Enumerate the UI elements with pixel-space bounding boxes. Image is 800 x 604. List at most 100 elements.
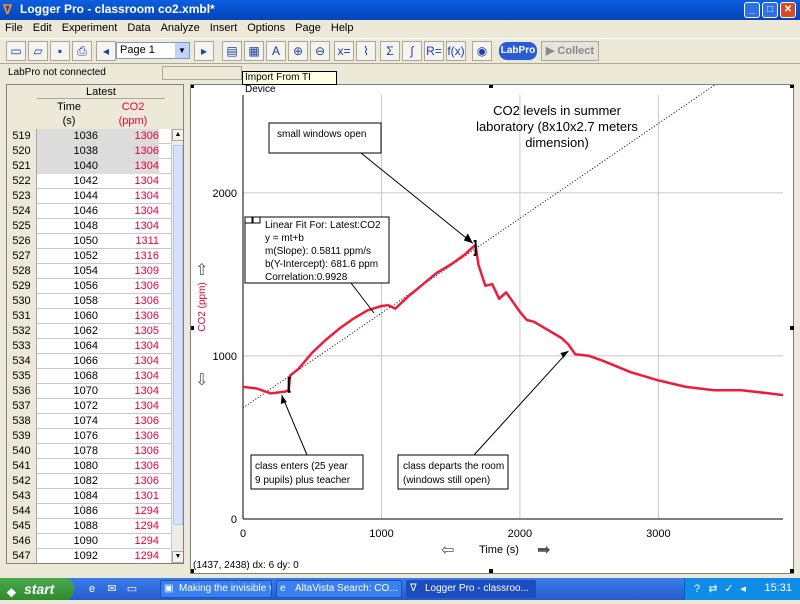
time-cell[interactable]: 1040: [37, 159, 101, 174]
table-row[interactable]: 533 1064 1304: [7, 339, 171, 354]
co2-cell[interactable]: 1304: [134, 370, 159, 382]
integral-icon[interactable]: ∫: [402, 41, 422, 61]
time-cell[interactable]: 1048: [73, 220, 98, 232]
co2-cell[interactable]: 1306: [134, 445, 159, 457]
email-icon[interactable]: ✉: [107, 583, 117, 595]
scroll-left-arrow-icon[interactable]: ⇦: [441, 540, 454, 559]
page-select[interactable]: Page 1 ▼: [116, 42, 190, 59]
scroll-down-icon[interactable]: ▼: [172, 551, 183, 563]
time-cell[interactable]: 1066: [73, 355, 98, 367]
table-row[interactable]: 536 1070 1304: [7, 384, 171, 399]
table-row[interactable]: 539 1076 1306: [7, 429, 171, 444]
graph-panel[interactable]: 0 1000 2000 3000 0 1000 2000 CO2 (ppm) Time (s) ⇦…: [190, 78, 795, 575]
text-annotation-icon[interactable]: A: [266, 41, 286, 61]
time-cell[interactable]: 1082: [73, 475, 98, 487]
co2-cell[interactable]: 1304: [134, 340, 159, 352]
resize-handle[interactable]: [489, 569, 493, 573]
co2-cell[interactable]: 1304: [101, 159, 159, 174]
table-row[interactable]: 522 1042 1304: [7, 174, 171, 189]
co2-cell[interactable]: 1306: [134, 475, 159, 487]
taskbar-task-logger-pro[interactable]: ᐁ Logger Pro - classroo...: [406, 580, 536, 598]
data-browser-icon[interactable]: ▦: [244, 41, 264, 61]
co2-cell[interactable]: 1294: [134, 520, 159, 532]
shield-icon[interactable]: ✓: [724, 583, 734, 595]
table-scrollbar[interactable]: ▲ ▼: [171, 129, 183, 563]
time-cell[interactable]: 1076: [73, 430, 98, 442]
co2-cell[interactable]: 1306: [134, 280, 159, 292]
close-button[interactable]: ✕: [780, 2, 796, 18]
fit-box-close-icon[interactable]: [244, 216, 253, 224]
time-cell[interactable]: 1060: [73, 310, 98, 322]
co2-cell[interactable]: 1316: [134, 250, 159, 262]
time-cell[interactable]: 1068: [73, 370, 98, 382]
table-row[interactable]: 530 1058 1306: [7, 294, 171, 309]
table-group-header[interactable]: Latest: [37, 86, 165, 99]
page-forward-icon[interactable]: ▸: [194, 41, 214, 61]
time-cell[interactable]: 1046: [73, 205, 98, 217]
examine-icon[interactable]: x=: [334, 41, 354, 61]
co2-cell[interactable]: 1304: [134, 400, 159, 412]
time-cell[interactable]: 1080: [73, 460, 98, 472]
co2-cell[interactable]: 1304: [134, 175, 159, 187]
time-cell[interactable]: 1044: [73, 190, 98, 202]
co2-graph[interactable]: 0 1000 2000 3000 0 1000 2000 CO2 (ppm) Time (s) ⇦…: [190, 78, 795, 575]
page-nav-icon[interactable]: ◂: [96, 41, 116, 61]
menu-data[interactable]: Data: [127, 22, 151, 34]
time-cell[interactable]: 1086: [73, 505, 98, 517]
open-file-icon[interactable]: ▱: [28, 41, 48, 61]
co2-cell[interactable]: 1306: [134, 295, 159, 307]
resize-handle[interactable]: [790, 326, 794, 330]
time-cell[interactable]: 1092: [73, 550, 98, 562]
co2-cell[interactable]: 1294: [134, 550, 159, 562]
time-cell[interactable]: 1050: [73, 235, 98, 247]
resize-handle[interactable]: [790, 569, 794, 573]
menu-help[interactable]: Help: [330, 22, 354, 34]
co2-cell[interactable]: 1304: [134, 220, 159, 232]
print-icon[interactable]: ⎙: [72, 41, 92, 61]
co2-cell[interactable]: 1294: [134, 505, 159, 517]
maximize-button[interactable]: □: [762, 2, 778, 18]
table-row[interactable]: 528 1054 1309: [7, 264, 171, 279]
annotation-departs-box[interactable]: [397, 454, 509, 490]
co2-cell[interactable]: 1304: [134, 205, 159, 217]
co2-cell[interactable]: 1304: [134, 355, 159, 367]
co2-cell[interactable]: 1306: [134, 415, 159, 427]
table-row[interactable]: 546 1090 1294: [7, 534, 171, 549]
co2-column-header[interactable]: CO2 (ppm): [101, 100, 165, 128]
save-icon[interactable]: ▪: [50, 41, 70, 61]
resize-handle[interactable]: [489, 84, 493, 88]
time-cell[interactable]: 1078: [73, 445, 98, 457]
table-row[interactable]: 531 1060 1306: [7, 309, 171, 324]
internet-explorer-icon[interactable]: e: [88, 583, 96, 595]
table-row[interactable]: 526 1050 1311: [7, 234, 171, 249]
table-row[interactable]: 527 1052 1316: [7, 249, 171, 264]
table-row[interactable]: 537 1072 1304: [7, 399, 171, 414]
annotation-windows-box[interactable]: [268, 122, 382, 154]
table-row[interactable]: 535 1068 1304: [7, 369, 171, 384]
co2-cell[interactable]: 1311: [135, 235, 159, 247]
time-cell[interactable]: 1084: [73, 490, 98, 502]
time-cell[interactable]: 1090: [73, 535, 98, 547]
zoom-out-icon[interactable]: ⊖: [310, 41, 330, 61]
co2-cell[interactable]: 1301: [134, 490, 159, 502]
resize-handle[interactable]: [790, 84, 794, 88]
time-cell[interactable]: 1070: [73, 385, 98, 397]
time-cell[interactable]: 1054: [73, 265, 98, 277]
new-file-icon[interactable]: ▭: [6, 41, 26, 61]
collect-button[interactable]: ▶ Collect: [541, 41, 599, 61]
time-cell[interactable]: 1062: [73, 325, 98, 337]
time-cell[interactable]: 1036: [37, 129, 101, 144]
time-cell[interactable]: 1074: [73, 415, 98, 427]
co2-cell[interactable]: 1294: [134, 535, 159, 547]
minimize-button[interactable]: _: [744, 2, 760, 18]
time-cell[interactable]: 1052: [73, 250, 98, 262]
curve-fit-icon[interactable]: f(x): [446, 41, 466, 61]
network-icon[interactable]: ⇄: [708, 583, 718, 595]
interface-icon[interactable]: ◉: [472, 41, 492, 61]
resize-handle[interactable]: [190, 569, 194, 573]
help-icon[interactable]: ?: [693, 583, 701, 595]
time-cell[interactable]: 1064: [73, 340, 98, 352]
co2-cell[interactable]: 1306: [134, 430, 159, 442]
table-row[interactable]: 542 1082 1306: [7, 474, 171, 489]
time-cell[interactable]: 1088: [73, 520, 98, 532]
